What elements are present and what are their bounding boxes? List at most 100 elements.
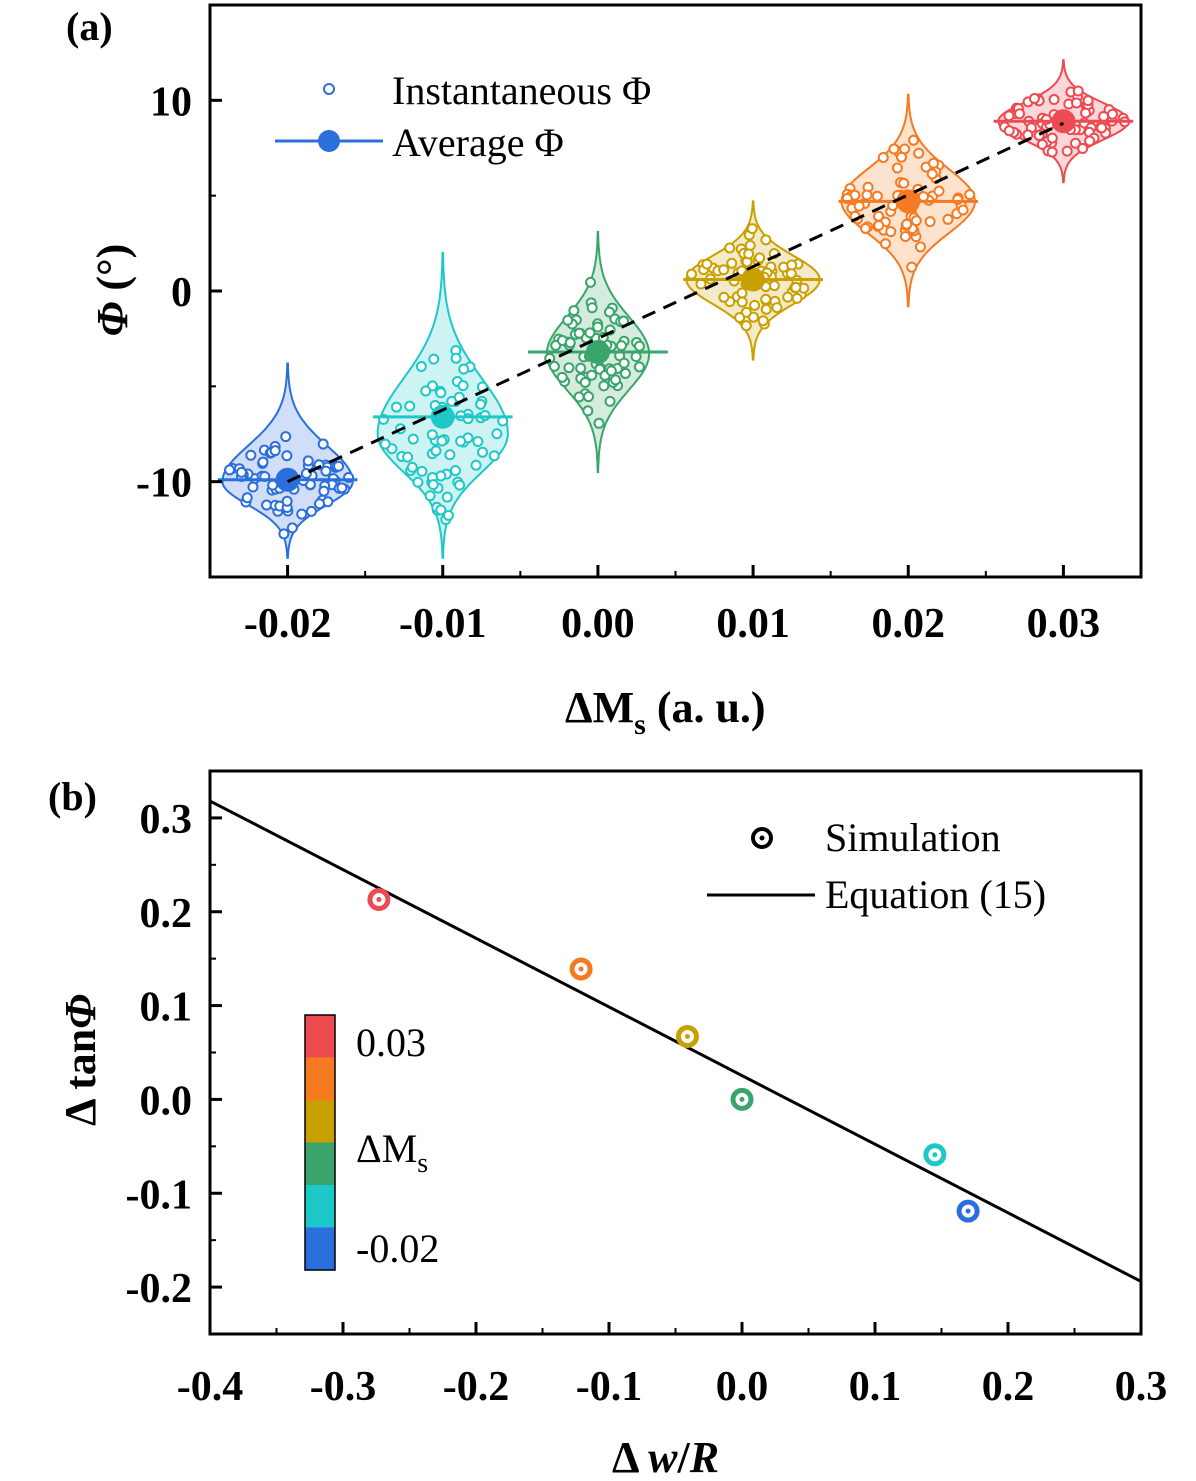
y-tick-label: -0.1 bbox=[126, 1172, 193, 1218]
instantaneous-point bbox=[455, 435, 467, 447]
instantaneous-point bbox=[430, 445, 442, 457]
y-tick-label: 10 bbox=[150, 79, 192, 125]
average-point bbox=[275, 467, 300, 492]
instantaneous-point bbox=[734, 312, 746, 324]
instantaneous-point bbox=[898, 177, 910, 189]
instantaneous-point bbox=[859, 222, 871, 234]
instantaneous-point bbox=[861, 189, 873, 201]
panel-a-axes: -0.02 -0.01 0.00 0.01 0.02 0.03 -10 0 10 bbox=[136, 4, 1142, 647]
instantaneous-point bbox=[1069, 137, 1081, 149]
instantaneous-point bbox=[305, 505, 317, 517]
instantaneous-point bbox=[236, 466, 248, 478]
instantaneous-point bbox=[579, 376, 591, 388]
instantaneous-point bbox=[746, 223, 758, 235]
instantaneous-point bbox=[899, 230, 911, 242]
instantaneous-point bbox=[877, 151, 889, 163]
instantaneous-point bbox=[605, 365, 617, 377]
legend-instantaneous-label: Instantaneous Φ bbox=[392, 68, 651, 113]
instantaneous-point bbox=[901, 218, 913, 230]
instantaneous-point bbox=[402, 451, 414, 463]
instantaneous-point bbox=[1046, 132, 1058, 144]
y-tick-label: -0.2 bbox=[126, 1266, 193, 1312]
instantaneous-point bbox=[736, 296, 748, 308]
average-point bbox=[430, 404, 455, 429]
instantaneous-point bbox=[296, 508, 308, 520]
instantaneous-point bbox=[586, 369, 598, 381]
instantaneous-point bbox=[718, 291, 730, 303]
instantaneous-point bbox=[1106, 108, 1118, 120]
instantaneous-point bbox=[906, 261, 918, 273]
instantaneous-point bbox=[314, 498, 326, 510]
instantaneous-point bbox=[1061, 145, 1073, 157]
panel-a-frame bbox=[208, 3, 1143, 579]
instantaneous-point bbox=[1072, 85, 1084, 97]
instantaneous-point bbox=[782, 291, 794, 303]
x-tick-label: 0.02 bbox=[872, 601, 946, 647]
instantaneous-point bbox=[610, 374, 622, 386]
instantaneous-point bbox=[573, 391, 585, 403]
instantaneous-point bbox=[933, 185, 945, 197]
legend-equation-label: Equation (15) bbox=[825, 872, 1046, 917]
instantaneous-point bbox=[701, 258, 713, 270]
instantaneous-point bbox=[604, 395, 616, 407]
instantaneous-point bbox=[568, 305, 580, 317]
instantaneous-point bbox=[247, 481, 259, 493]
instantaneous-point bbox=[426, 429, 438, 441]
instantaneous-point bbox=[749, 299, 761, 311]
x-tick-label: 0.01 bbox=[716, 601, 790, 647]
instantaneous-point bbox=[320, 465, 332, 477]
y-tick-label: 0.0 bbox=[140, 1078, 193, 1124]
panel-b-xlabel: Δ w/R bbox=[612, 1433, 719, 1481]
instantaneous-point bbox=[914, 241, 926, 253]
instantaneous-point bbox=[269, 445, 281, 457]
colorbar-segment bbox=[305, 1100, 335, 1143]
instantaneous-point bbox=[786, 259, 798, 271]
instantaneous-point bbox=[436, 435, 448, 447]
instantaneous-point bbox=[1080, 107, 1092, 119]
instantaneous-point bbox=[318, 485, 330, 497]
instantaneous-point bbox=[871, 190, 883, 202]
instantaneous-point bbox=[957, 204, 969, 216]
instantaneous-point bbox=[1096, 122, 1108, 134]
instantaneous-point bbox=[942, 213, 954, 225]
x-tick-label: 0.00 bbox=[561, 601, 635, 647]
instantaneous-point bbox=[412, 476, 424, 488]
instantaneous-point bbox=[416, 465, 428, 477]
instantaneous-point bbox=[885, 226, 897, 238]
instantaneous-point bbox=[603, 306, 615, 318]
instantaneous-point bbox=[760, 293, 772, 305]
instantaneous-point bbox=[615, 340, 627, 352]
instantaneous-point bbox=[424, 490, 436, 502]
instantaneous-point bbox=[633, 340, 645, 352]
instantaneous-point bbox=[281, 450, 293, 462]
instantaneous-point bbox=[488, 450, 500, 462]
instantaneous-point bbox=[1028, 93, 1040, 105]
instantaneous-point bbox=[768, 280, 780, 292]
instantaneous-point bbox=[241, 492, 253, 504]
colorbar-segment bbox=[305, 1142, 335, 1185]
simulation-point-dot bbox=[739, 1096, 745, 1102]
colorbar: 0.03 ΔMs -0.02 bbox=[304, 1014, 439, 1271]
colorbar-segment bbox=[305, 1185, 335, 1228]
instantaneous-point bbox=[619, 367, 631, 379]
legend-simulation-label: Simulation bbox=[825, 815, 1001, 860]
simulation-point-dot bbox=[965, 1208, 971, 1214]
instantaneous-point bbox=[1046, 146, 1058, 158]
x-tick-label: -0.2 bbox=[443, 1364, 510, 1410]
instantaneous-point bbox=[891, 162, 903, 174]
instantaneous-point bbox=[562, 314, 574, 326]
instantaneous-point bbox=[736, 287, 748, 299]
instantaneous-point bbox=[913, 147, 925, 159]
instantaneous-point bbox=[278, 528, 290, 540]
instantaneous-point bbox=[415, 361, 427, 373]
instantaneous-point bbox=[1084, 135, 1096, 147]
colorbar-bottom-label: -0.02 bbox=[356, 1226, 439, 1271]
equation-line bbox=[209, 799, 1142, 1283]
instantaneous-point bbox=[593, 417, 605, 429]
instantaneous-point bbox=[442, 509, 454, 521]
instantaneous-point bbox=[573, 327, 585, 339]
instantaneous-point bbox=[281, 495, 293, 507]
instantaneous-point bbox=[435, 504, 447, 516]
instantaneous-point bbox=[771, 302, 783, 314]
instantaneous-point bbox=[598, 380, 610, 392]
